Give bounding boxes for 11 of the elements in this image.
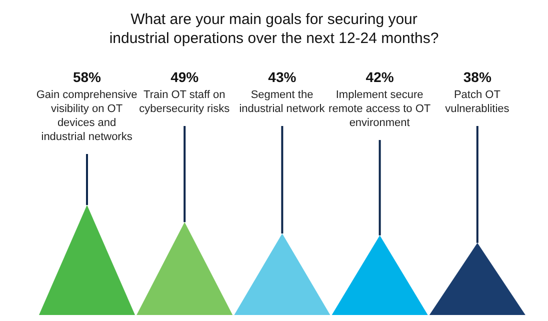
data-label: 38% <box>463 69 492 85</box>
category-label: Gain comprehensive visibility on OT devices and industrial networks <box>36 89 138 143</box>
data-label: 58% <box>72 69 102 85</box>
text: What are your main goals for securing your industrial operations over the next 12-24 months? <box>108 10 440 48</box>
data-label: 42% <box>366 69 394 85</box>
data-label: 49% <box>170 69 200 85</box>
category-label: Implement secure remote access to OT environment <box>328 89 431 129</box>
category-label: Segment the industrial network <box>239 89 326 115</box>
data-label: 43% <box>268 69 297 85</box>
category-label: Patch OT vulnerablities <box>445 89 510 115</box>
category-label: Train OT staff on cybersecurity risks <box>139 89 230 115</box>
